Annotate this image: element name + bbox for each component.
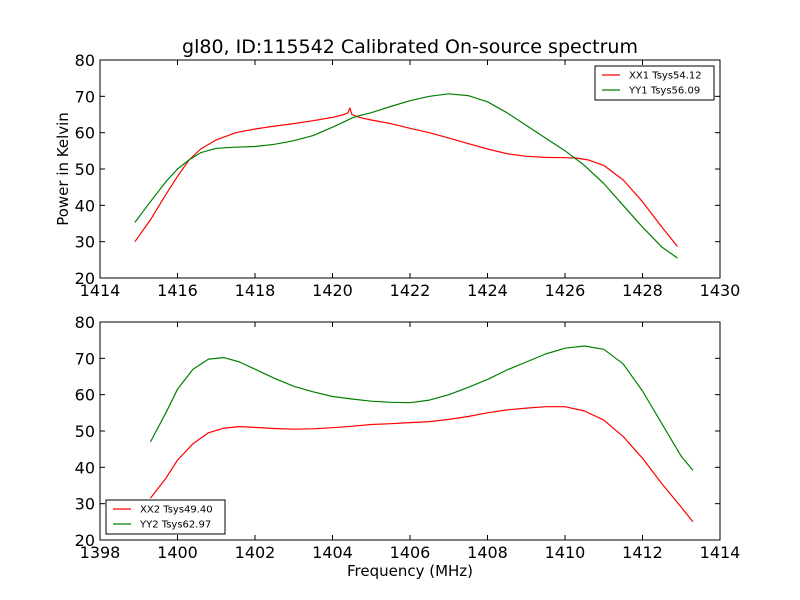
bottom-legend [105, 499, 226, 535]
bottom-y-tick-label: 60 [75, 386, 95, 405]
top-x-tick-label: 1416 [157, 281, 198, 300]
top-legend [594, 65, 715, 101]
top-x-tick-label: 1428 [622, 281, 663, 300]
top-y-tick-label: 50 [75, 160, 95, 179]
bottom-y-tick-label: 50 [75, 422, 95, 441]
top-y-tick-label: 30 [75, 233, 95, 252]
top-y-tick-label: 60 [75, 124, 95, 143]
bottom-x-tick-label: 1398 [80, 543, 121, 562]
bottom-y-tick-label: 80 [75, 313, 95, 332]
bottom-x-tick-label: 1400 [157, 543, 198, 562]
top-y-tick-label: 70 [75, 87, 95, 106]
bottom-x-tick-label: 1414 [700, 543, 741, 562]
top-spectrum-panel: 1414 1416 1418 1420 1422 1424 1426 1428 1430 20 30… [75, 51, 741, 300]
bottom-x-tick-label: 1410 [545, 543, 586, 562]
bottom-y-tick-label: 20 [75, 531, 95, 550]
top-series-line-yy1 [134, 93, 678, 259]
bottom-y-tick-label: 40 [75, 458, 95, 477]
top-legend-label: XX1 Tsys54.12 [629, 71, 702, 82]
bottom-series-line-yy2 [149, 345, 694, 471]
top-y-tick-label: 20 [75, 269, 95, 288]
bottom-x-tick-label: 1404 [312, 543, 353, 562]
top-legend-label: YY1 Tsys56.09 [628, 86, 700, 97]
top-x-tick-label: 1414 [80, 281, 121, 300]
top-x-tick-label: 1422 [390, 281, 431, 300]
top-y-tick-label: 80 [75, 51, 95, 70]
bottom-x-tick-label: 1412 [622, 543, 663, 562]
bottom-legend-label: XX2 Tsys49.40 [140, 505, 213, 516]
top-x-tick-label: 1424 [467, 281, 508, 300]
top-series-line-xx1 [134, 107, 678, 247]
bottom-legend-label: YY2 Tsys62.97 [139, 520, 211, 531]
top-x-tick-label: 1420 [312, 281, 353, 300]
top-x-tick-label: 1426 [545, 281, 586, 300]
bottom-x-tick-label: 1402 [235, 543, 276, 562]
bottom-y-tick-label: 30 [75, 495, 95, 514]
bottom-spectrum-panel: 1398 1400 1402 1404 1406 1408 1410 1412 1414 20 30… [75, 313, 741, 562]
y-axis-label: Power in Kelvin [54, 112, 72, 226]
bottom-x-tick-label: 1406 [390, 543, 431, 562]
bottom-y-tick-label: 70 [75, 349, 95, 368]
figure-title: gl80, ID:115542 Calibrated On-source spe… [182, 36, 638, 58]
x-axis-label: Frequency (MHz) [347, 562, 473, 580]
bottom-series-line-xx2 [149, 406, 694, 523]
bottom-x-tick-label: 1408 [467, 543, 508, 562]
top-x-tick-label: 1430 [700, 281, 741, 300]
top-x-tick-label: 1418 [235, 281, 276, 300]
top-y-tick-label: 40 [75, 196, 95, 215]
